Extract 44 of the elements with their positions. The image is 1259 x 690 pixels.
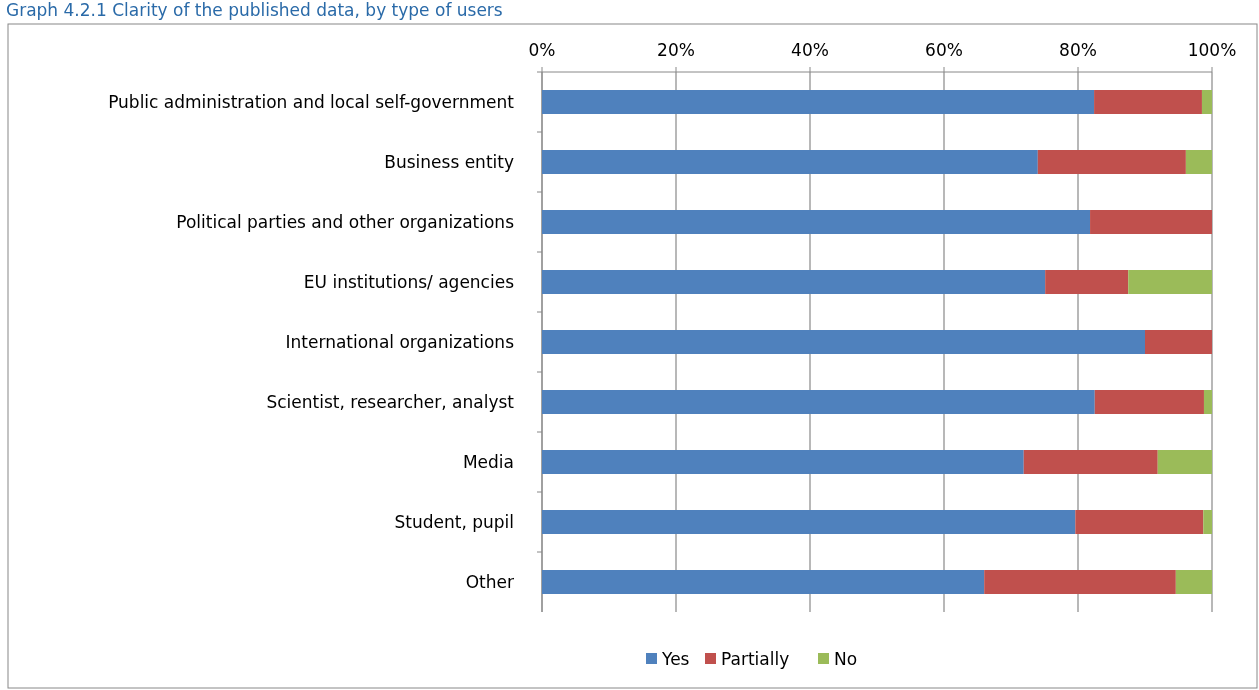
- bar: [1128, 270, 1212, 294]
- bar: [542, 150, 1038, 174]
- bar: [1075, 510, 1204, 534]
- bar: [542, 90, 1095, 114]
- bar: [1023, 450, 1158, 474]
- x-tick-label: 40%: [791, 40, 829, 60]
- bar: [1037, 150, 1186, 174]
- x-tick-label: 20%: [657, 40, 695, 60]
- bar: [542, 450, 1024, 474]
- bar: [1203, 510, 1212, 534]
- legend-label: No: [834, 649, 858, 669]
- bar: [1045, 270, 1129, 294]
- y-tick-label: Other: [465, 572, 514, 592]
- x-tick-label: 100%: [1187, 40, 1237, 60]
- bar: [542, 330, 1145, 354]
- y-tick-label: Scientist, researcher, analyst: [266, 392, 515, 412]
- x-tick-label: 80%: [1059, 40, 1097, 60]
- bar: [1090, 210, 1212, 234]
- x-tick-label: 0%: [528, 40, 556, 60]
- legend-label: Yes: [661, 649, 690, 669]
- legend-label: Partially: [721, 649, 790, 669]
- bar: [1185, 150, 1212, 174]
- bar: [1094, 90, 1202, 114]
- y-tick-label: Business entity: [384, 152, 514, 172]
- y-tick-label: International organizations: [285, 332, 515, 352]
- bar: [1094, 390, 1204, 414]
- bar: [1203, 390, 1212, 414]
- bar: [542, 210, 1091, 234]
- bar: [1175, 570, 1212, 594]
- text: Graph 4.2.1 Clarity of the published data, by type of users: [6, 0, 503, 20]
- bar: [542, 390, 1095, 414]
- y-tick-label: Student, pupil: [394, 512, 514, 532]
- bar: [1145, 330, 1212, 354]
- bar: [1157, 450, 1212, 474]
- y-tick-label: Public administration and local self-government: [108, 92, 515, 112]
- bar: [1201, 90, 1212, 114]
- x-tick-label: 60%: [925, 40, 963, 60]
- bar: [542, 570, 985, 594]
- bar: [542, 270, 1046, 294]
- y-tick-label: Political parties and other organizations: [176, 212, 515, 232]
- y-tick-label: EU institutions/ agencies: [303, 272, 515, 292]
- bar: [984, 570, 1176, 594]
- y-tick-label: Media: [462, 452, 514, 472]
- bar: [542, 510, 1076, 534]
